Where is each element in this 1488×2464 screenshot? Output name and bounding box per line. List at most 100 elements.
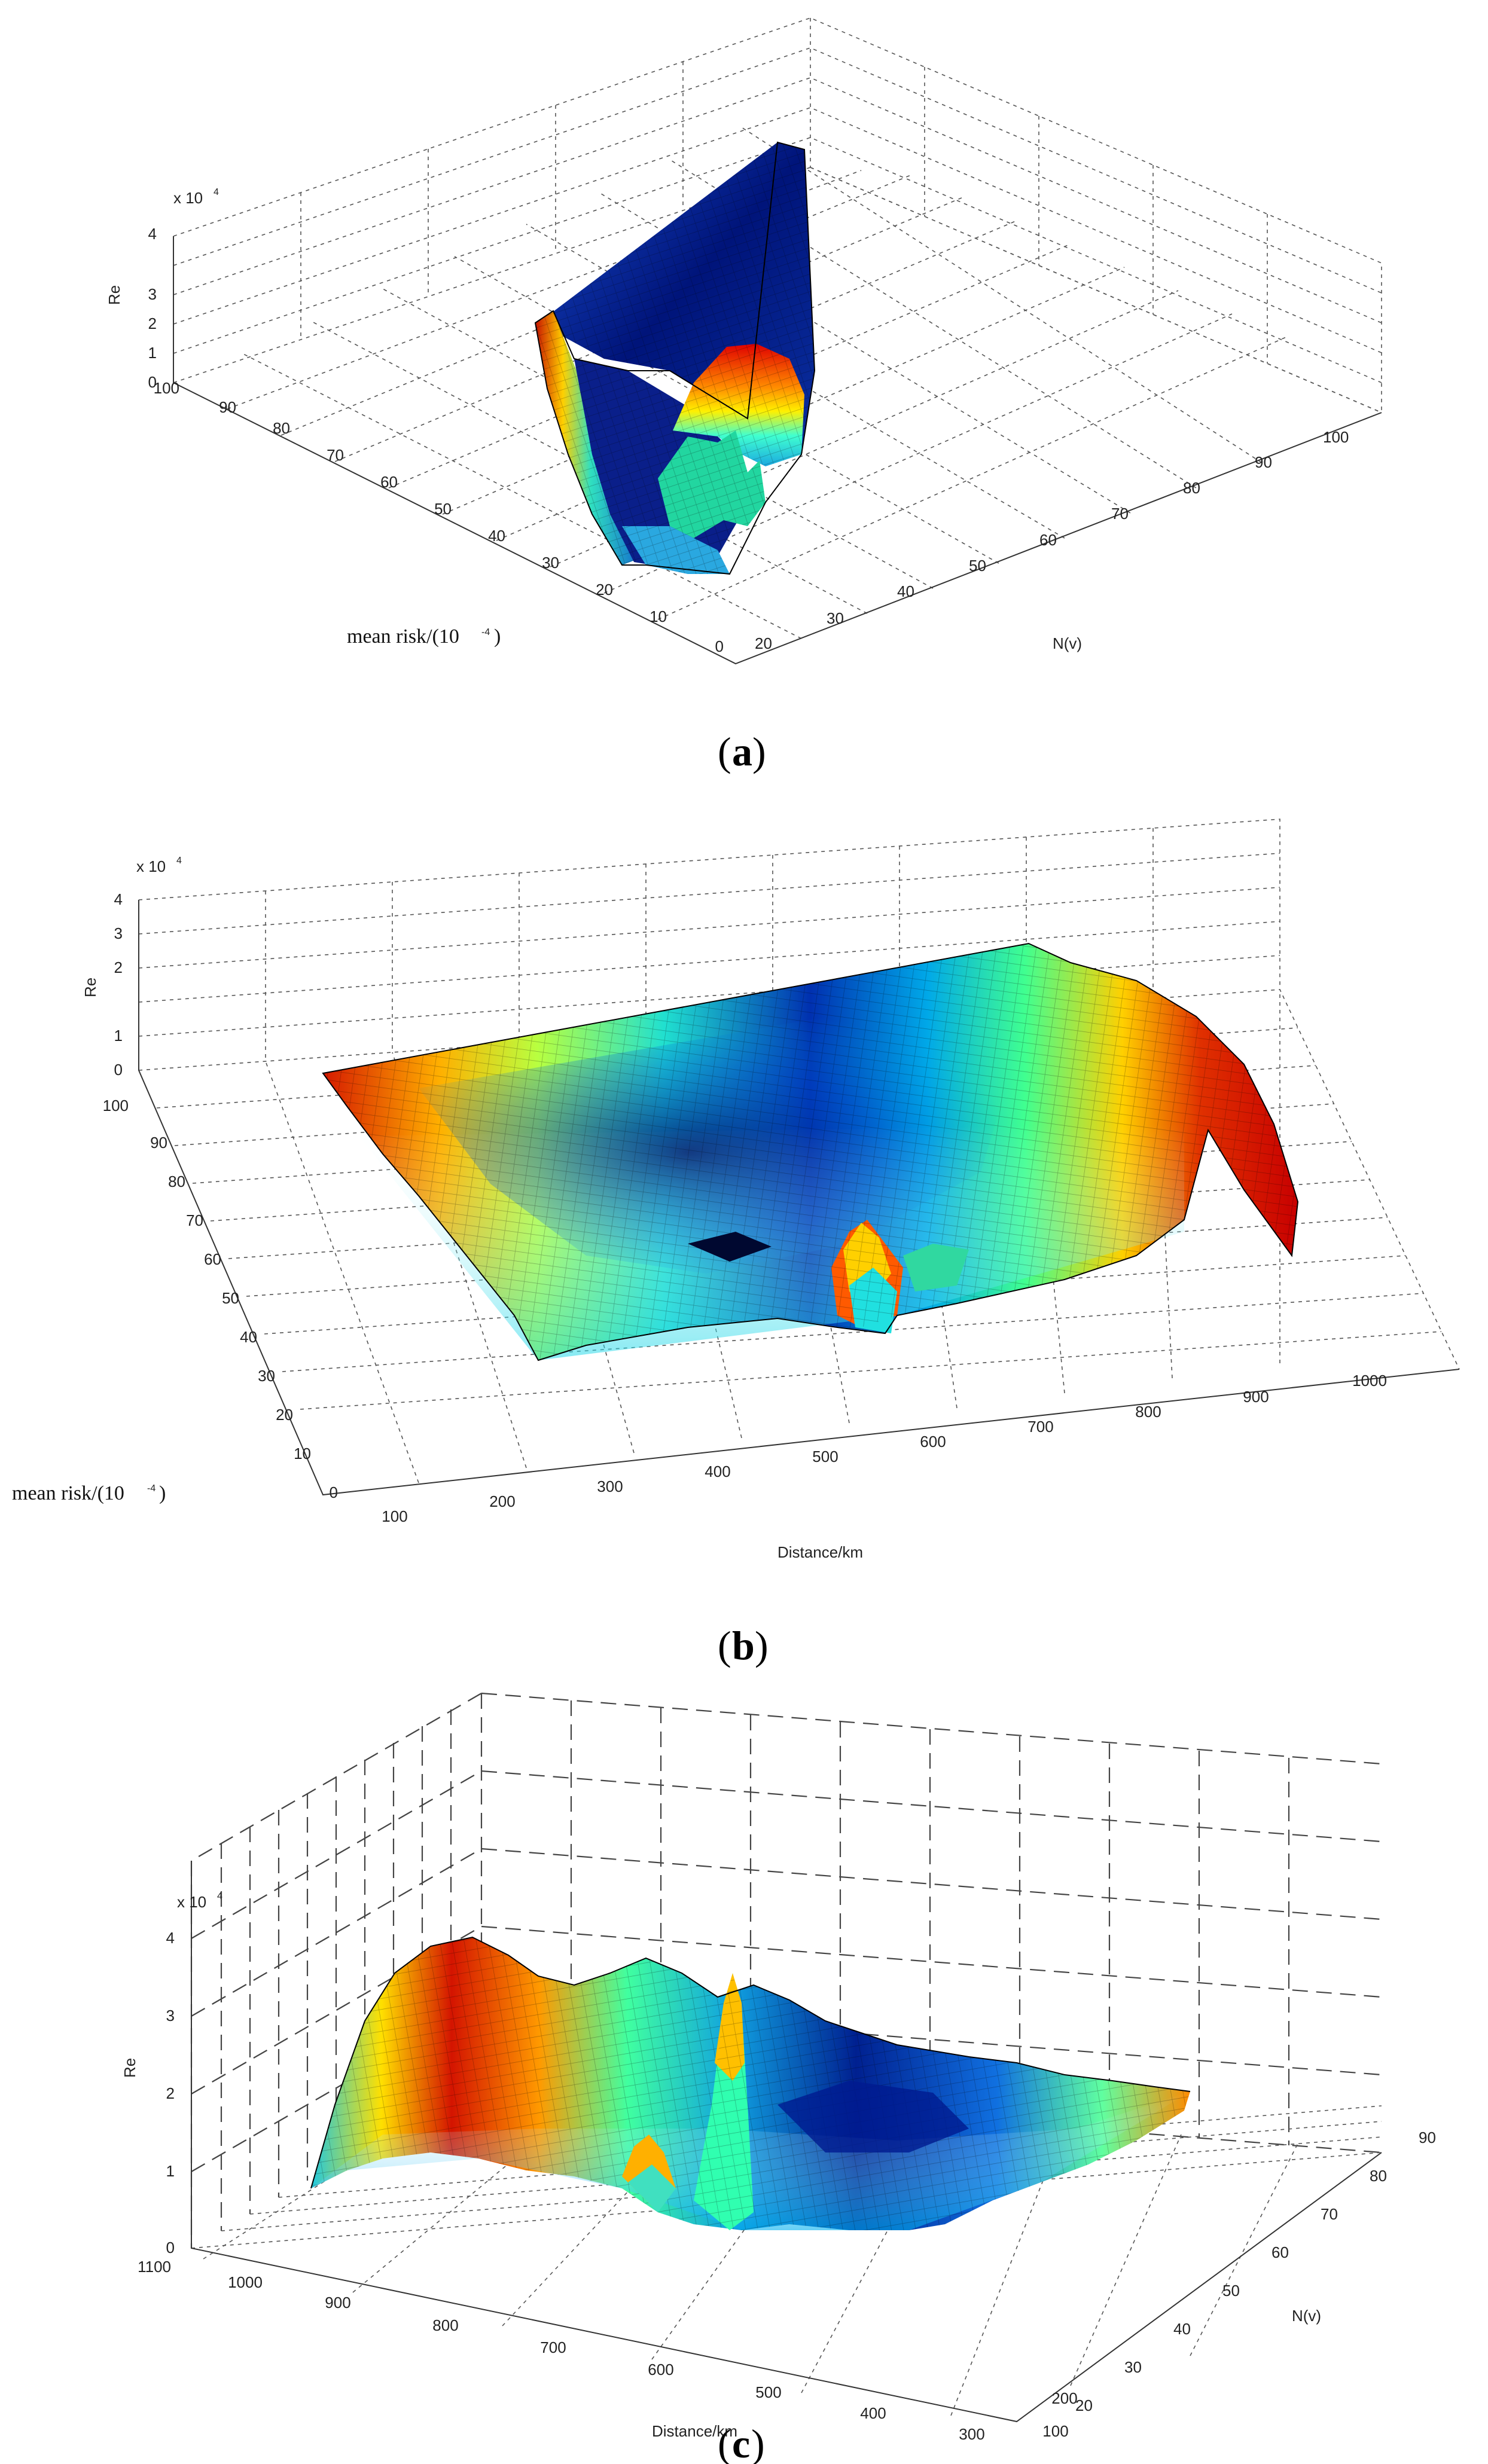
panel-b-x-ticks: 100 200 300 400 500 600 700 800 900 1000 [382, 1372, 1387, 1525]
panel-a-xtick-label: 80 [1183, 479, 1200, 497]
panel-a-y-label: mean risk/(10 -4 ) [347, 625, 501, 648]
panel-c-surface-small-spike-base [628, 2164, 676, 2212]
panel-a-z-scale: x 10 [173, 189, 203, 207]
panel-b-caption-close: ) [755, 1623, 769, 1668]
panel-b-ztick-label: 1 [114, 1027, 123, 1045]
panel-a-caption-open: ( [718, 729, 731, 774]
panel-a-xtick-label: 60 [1039, 531, 1057, 549]
panel-a-xtick-label: 30 [827, 609, 844, 627]
panel-b-y-label-text: mean risk/(10 [12, 1482, 124, 1504]
panel-b-z-scale-exponent: 4 [176, 856, 182, 866]
panel-b-z-scale: x 10 [136, 857, 166, 875]
panel-b-caption-open: ( [718, 1623, 731, 1668]
panel-a-ytick-label: 40 [488, 527, 505, 545]
panel-c-y-ticks: 20 30 40 50 60 70 80 90 [1075, 2129, 1436, 2414]
panel-a-ztick-label: 2 [148, 315, 157, 332]
panel-a-ytick-label: 80 [273, 419, 290, 437]
panel-b-surface-mesh [323, 944, 1298, 1360]
panel-c-xtick-label: 700 [540, 2338, 566, 2356]
panel-b-y-label-close: ) [159, 1482, 166, 1504]
panel-c-ytick-label: 60 [1271, 2243, 1289, 2261]
panel-c-ytick-label: 90 [1419, 2129, 1436, 2147]
panel-a-z-label: Re [105, 285, 123, 305]
panel-a-ytick-label: 20 [596, 581, 613, 599]
panel-c-caption-close: ) [751, 2421, 765, 2464]
panel-b-ytick-label: 70 [186, 1211, 203, 1229]
panel-a-y-label-exponent: -4 [481, 627, 490, 637]
panel-b-ytick-label: 60 [204, 1250, 221, 1268]
panel-b-axes [138, 900, 1460, 1496]
panel-a-caption-close: ) [752, 729, 766, 774]
panel-b-z-label: Re [81, 978, 99, 997]
panel-b-surface-dark-pit [688, 1232, 772, 1262]
panel-c-xtick-label: 400 [860, 2404, 886, 2422]
panel-b-xtick-label: 200 [489, 1492, 515, 1510]
panel-b-ytick-label: 80 [168, 1173, 185, 1190]
panel-c-caption: ( c ) [718, 2421, 765, 2464]
panel-a-surface-base-mesh [622, 526, 730, 574]
panel-c-y-label: N(v) [1292, 2307, 1321, 2325]
panel-a-y-ticks: 0 10 20 30 40 50 60 70 80 90 100 [154, 379, 724, 655]
panel-c-ytick-label: 80 [1370, 2167, 1387, 2185]
panel-b-ztick-label: 3 [114, 924, 123, 942]
panel-b-ytick-label: 0 [330, 1483, 338, 1501]
panel-c-z-label: Re [121, 2058, 139, 2078]
panel-c-xtick-label: 1000 [228, 2273, 263, 2291]
panel-c-ytick-label: 20 [1075, 2396, 1093, 2414]
panel-a-ytick-label: 0 [715, 637, 724, 655]
panel-a-z-ticks: 0 1 2 3 4 [148, 225, 157, 391]
panel-a-ytick-label: 100 [154, 379, 179, 397]
panel-b-ztick-label: 0 [114, 1061, 123, 1079]
panel-b-xtick-label: 500 [812, 1448, 838, 1465]
panel-b-surface [322, 942, 1299, 1361]
panel-b-y-ticks: 0 10 20 30 40 50 60 70 80 90 100 [103, 1097, 338, 1501]
panel-c-axes [191, 1861, 1382, 2423]
panel-a-ztick-label: 1 [148, 344, 157, 362]
panel-b-y-label: mean risk/(10 -4 ) [12, 1482, 166, 1504]
panel-b-xtick-label: 400 [705, 1462, 730, 1480]
panel-b-ytick-label: 100 [103, 1097, 129, 1115]
panel-a-ztick-label: 3 [148, 285, 157, 303]
panel-b-surface-bump [903, 1244, 969, 1291]
panel-a-ytick-label: 70 [327, 446, 344, 464]
panel-c-ztick-label: 2 [166, 2084, 175, 2102]
panel-a-xtick-label: 70 [1111, 505, 1129, 523]
panel-c-ytick-label: 70 [1321, 2205, 1338, 2223]
panel-a-ytick-label: 30 [542, 554, 559, 572]
panel-a-y-label-close: ) [494, 625, 501, 648]
panel-b-xtick-label: 600 [920, 1433, 946, 1451]
panel-c-xtick-label: 500 [755, 2383, 781, 2401]
panel-a-ztick-label: 4 [148, 225, 157, 243]
panel-a-axes [173, 236, 1382, 665]
panel-a-x-label: N(v) [1053, 634, 1082, 652]
panel-c-ytick-label: 50 [1222, 2282, 1240, 2300]
panel-c-ytick-label: 40 [1173, 2320, 1191, 2338]
panel-c-surface-mesh [311, 1937, 1190, 2230]
panel-a-xtick-label: 100 [1323, 428, 1349, 446]
panel-b-z-ticks: 0 1 2 3 4 [114, 890, 123, 1079]
panel-c-surface-ridge-spike-mesh [694, 1973, 754, 2230]
panel-c-surface-dark-trough [777, 2081, 969, 2152]
panel-b-xtick-label: 700 [1027, 1418, 1053, 1436]
panel-a-y-label-text: mean risk/(10 [347, 625, 459, 648]
panel-a-caption: ( a ) [718, 729, 766, 774]
panel-b-xtick-label: 1000 [1352, 1372, 1387, 1390]
panel-c-ztick-label: 0 [166, 2239, 175, 2257]
panel-c-ztick-label: 4 [166, 1929, 175, 1947]
panel-c-xtick-label: 100 [1042, 2422, 1068, 2440]
panel-a-x-ticks: 20 30 40 50 60 70 80 90 100 [755, 428, 1349, 652]
panel-b-surface-spike-mesh [831, 1220, 903, 1327]
panel-a-xtick-label: 20 [755, 634, 772, 652]
panel-c-ztick-label: 1 [166, 2162, 175, 2180]
panel-b-xtick-label: 900 [1243, 1388, 1269, 1406]
panel-a-z-scale-exponent: 4 [214, 187, 219, 197]
panel-c-z-ticks: 0 1 2 3 4 [166, 1929, 175, 2257]
panel-b-ytick-label: 30 [258, 1367, 275, 1385]
panel-c-xtick-label: 300 [959, 2425, 984, 2443]
panel-c-xtick-label: 1100 [138, 2258, 171, 2276]
panel-b-xtick-label: 100 [382, 1507, 407, 1525]
panel-c-chart: 0 1 2 3 4 x 10 4 Re 1100 1000 900 800 70… [121, 1692, 1436, 2464]
panel-a-xtick-label: 50 [969, 557, 986, 575]
panel-a-ytick-label: 60 [380, 473, 398, 491]
